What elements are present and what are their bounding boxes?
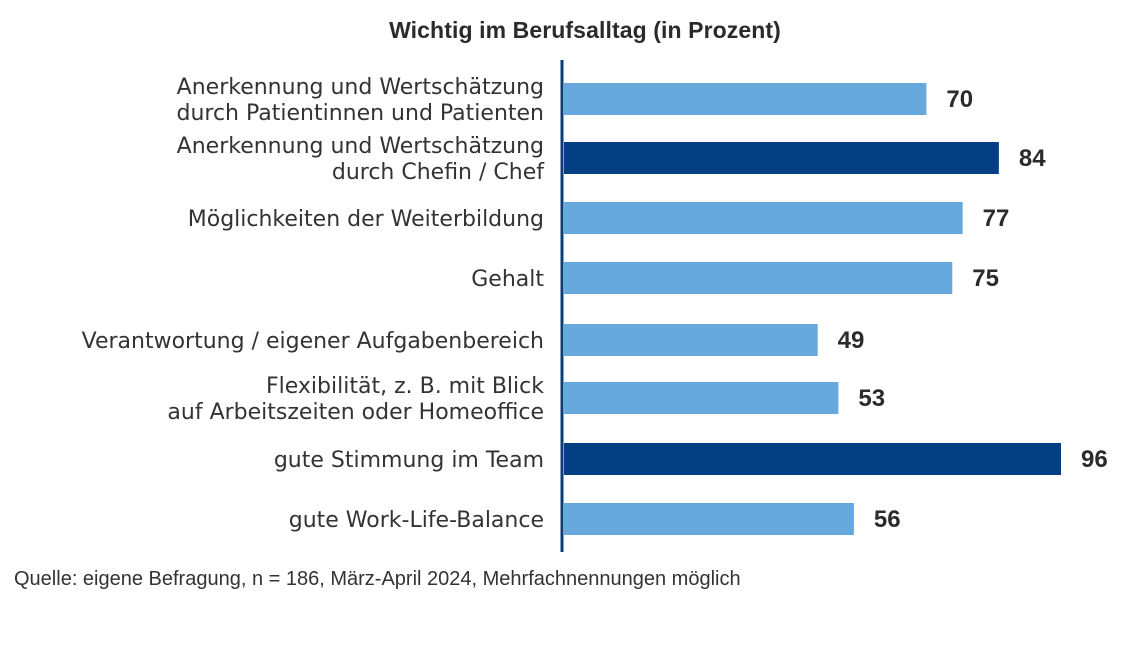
- bar: [564, 503, 854, 535]
- value-label: 96: [1081, 446, 1108, 473]
- category-label-line: gute Work-Life-Balance: [289, 508, 544, 533]
- category-label-line: durch Patientinnen und Patienten: [176, 101, 544, 126]
- category-label-line: Möglichkeiten der Weiterbildung: [188, 207, 544, 232]
- bar: [564, 382, 839, 414]
- value-label: 77: [983, 205, 1010, 232]
- value-label: 53: [858, 385, 885, 412]
- category-label: Gehalt: [471, 267, 544, 292]
- value-labels-layer: 70 84 77 75 49 53 96 56: [838, 86, 1108, 533]
- category-label-line: Gehalt: [471, 267, 544, 292]
- category-label-line: Verantwortung / eigener Aufgabenbereich: [82, 329, 544, 354]
- bar: [564, 324, 818, 356]
- bar: [564, 83, 927, 115]
- bar: [564, 142, 999, 174]
- chart-title: Wichtig im Berufsalltag (in Prozent): [389, 17, 781, 43]
- category-label-line: Flexibilität, z. B. mit Blick: [266, 374, 544, 399]
- category-label-line: auf Arbeitszeiten oder Homeoffice: [167, 400, 544, 425]
- category-label: Anerkennung und Wertschätzung durch Patie…: [176, 75, 544, 126]
- value-label: 70: [946, 86, 973, 113]
- category-label-line: gute Stimmung im Team: [274, 448, 544, 473]
- category-label-line: Anerkennung und Wertschätzung: [177, 75, 544, 100]
- category-label: Flexibilität, z. B. mit Blick auf Arbeits…: [167, 374, 544, 425]
- bar: [564, 262, 953, 294]
- bar: [564, 443, 1061, 475]
- category-label: Verantwortung / eigener Aufgabenbereich: [82, 329, 544, 354]
- value-label: 75: [972, 265, 999, 292]
- category-labels-layer: Anerkennung und Wertschätzung durch Patie…: [82, 75, 546, 533]
- category-label: Anerkennung und Wertschätzung durch Chefi…: [177, 134, 546, 185]
- value-label: 84: [1019, 145, 1046, 172]
- value-label: 56: [874, 506, 901, 533]
- category-label: gute Stimmung im Team: [274, 448, 544, 473]
- source-note: Quelle: eigene Befragung, n = 186, März-…: [14, 568, 741, 590]
- category-label: Möglichkeiten der Weiterbildung: [188, 207, 544, 232]
- bar: [564, 202, 963, 234]
- bars-layer: [564, 83, 1061, 535]
- category-label-line: Anerkennung und Wertschätzung: [177, 134, 544, 159]
- category-label-line: durch Chefin / Chef: [332, 160, 545, 185]
- value-label: 49: [838, 327, 865, 354]
- category-label: gute Work-Life-Balance: [289, 508, 544, 533]
